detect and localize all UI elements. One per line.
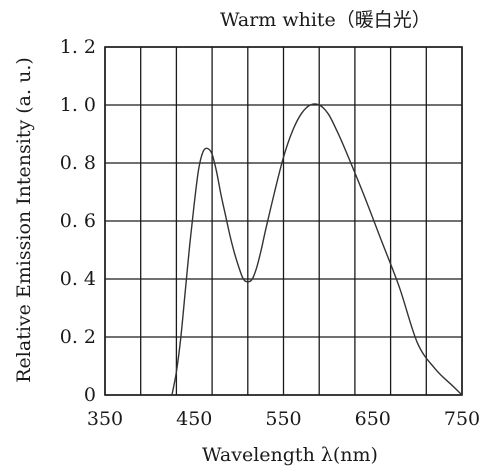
y-tick-label-5: 1. 0 [60, 94, 96, 116]
x-tick-labels: 350 450 550 650 750 [87, 408, 480, 430]
y-tick-label-1: 0. 2 [60, 326, 96, 348]
emission-spectrum-line [171, 103, 463, 396]
y-axis-label: Relative Emission Intensity (a. u.) [13, 57, 35, 383]
plot-frame [104, 46, 463, 396]
y-tick-label-2: 0. 4 [60, 268, 96, 290]
x-tick-label-4: 750 [444, 408, 480, 430]
x-axis-label: Wavelength λ(nm) [202, 444, 378, 466]
y-tick-label-0: 0 [84, 384, 96, 406]
y-tick-labels: 0 0. 2 0. 4 0. 6 0. 8 1. 0 1. 2 [60, 36, 96, 406]
y-tick-label-3: 0. 6 [60, 210, 96, 232]
x-tick-label-0: 350 [87, 408, 123, 430]
y-tick-label-4: 0. 8 [60, 152, 96, 174]
x-tick-label-1: 450 [176, 408, 212, 430]
chart-title: Warm white（暖白光） [220, 9, 431, 31]
x-tick-label-2: 550 [265, 408, 301, 430]
x-tick-label-3: 650 [355, 408, 391, 430]
y-tick-label-6: 1. 2 [60, 36, 96, 58]
